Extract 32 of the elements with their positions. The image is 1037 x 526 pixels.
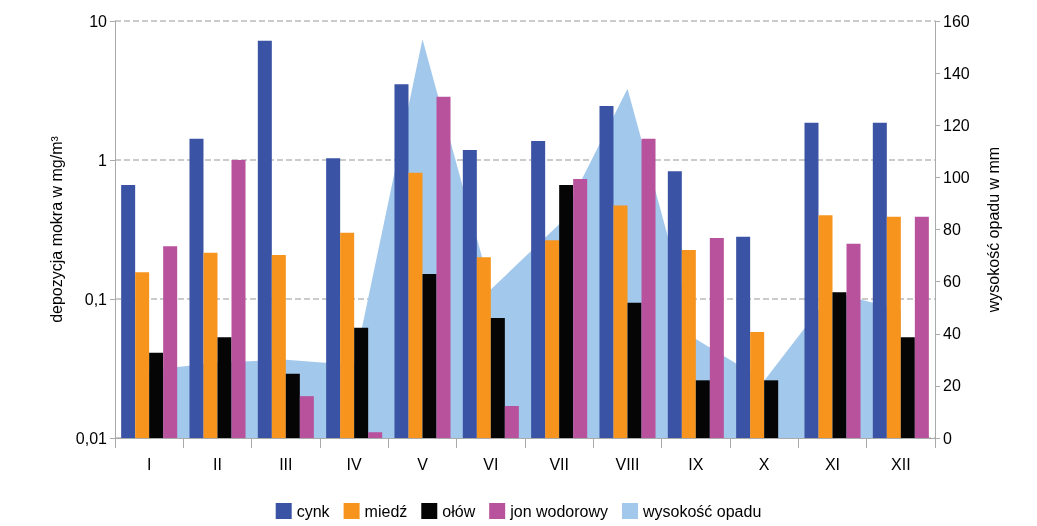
y2-tick-label: 80 (943, 221, 961, 238)
legend-label: miedź (364, 502, 408, 520)
y2-tick-label: 40 (943, 325, 961, 343)
y2-tick-label: 0 (943, 429, 952, 447)
x-tick-label: V (417, 455, 429, 473)
x-tick-label: III (279, 455, 293, 473)
x-tick-label: XI (824, 455, 841, 473)
x-tick-label: X (758, 455, 770, 473)
x-tick-label: IX (688, 455, 704, 473)
y-tick-label: 0,01 (75, 429, 108, 447)
y2-tick-label: 20 (943, 377, 961, 395)
x-tick-label: IV (346, 455, 363, 473)
x-tick-label: II (213, 455, 222, 473)
x-tick-label: XII (891, 455, 911, 473)
y-tick-label: 10 (89, 12, 108, 30)
x-tick-label: VI (483, 455, 499, 473)
x-tick-label: VII (549, 455, 569, 473)
y-tick-label: 0,1 (84, 290, 108, 308)
y2-tick-label: 120 (943, 116, 970, 134)
y2-tick-label: 60 (943, 273, 961, 291)
y-axis-title: depozycja mokra w mg/m³ (48, 135, 66, 323)
y2-tick-label: 140 (943, 64, 970, 82)
x-tick-label: I (146, 455, 152, 473)
y2-tick-label: 160 (943, 12, 970, 30)
y-tick-label: 1 (98, 151, 108, 169)
x-tick-label: VIII (615, 455, 640, 473)
legend-label: jon wodorowy (509, 502, 609, 520)
y2-tick-label: 100 (943, 168, 970, 186)
legend-label: cynk (296, 502, 331, 520)
legend-label: ołów (442, 502, 476, 520)
legend-label: wysokość opadu (642, 502, 762, 520)
y2-axis-title: wysokość opadu w mm (984, 146, 1002, 314)
